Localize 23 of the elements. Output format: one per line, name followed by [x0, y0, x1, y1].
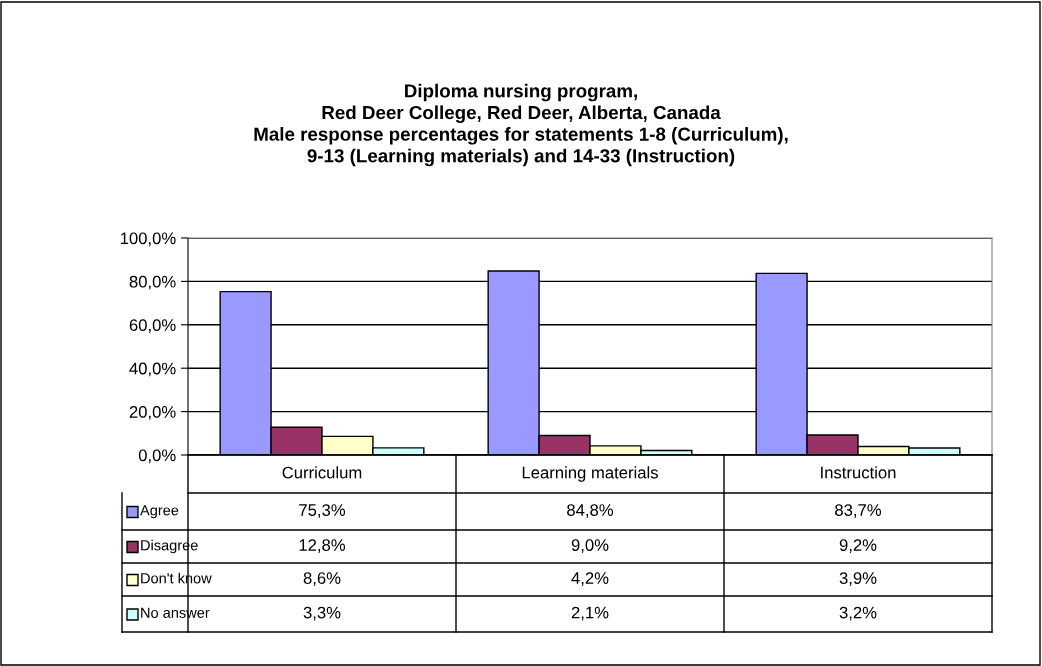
y-tick-label: 40,0%	[129, 362, 176, 377]
data-label: 8,6%	[303, 572, 341, 586]
data-label: 3,2%	[839, 606, 877, 621]
data-label: 2,1%	[571, 606, 609, 621]
chart-title: Diploma nursing program, Red Deer College, Red Deer, Alberta, Canada Male response percentages for statements 1-8 (Curriculum), 9-13 (Learning materials) and 14-33 (Instruction)	[254, 83, 788, 167]
data-label: 12,8%	[299, 539, 346, 553]
data-label: 3,3%	[303, 606, 341, 621]
x-tick-label: Learning materials	[522, 466, 658, 482]
legend-label: Agree	[140, 505, 179, 519]
data-label: 75,3%	[299, 504, 346, 518]
y-tick-label: 80,0%	[129, 275, 176, 290]
x-tick-label: Curriculum	[282, 466, 362, 479]
data-label: 3,9%	[839, 572, 877, 586]
x-tick-label: Instruction	[821, 466, 896, 479]
data-label: 9,2%	[839, 539, 877, 553]
data-label: 83,7%	[835, 504, 882, 518]
data-label: 9,0%	[571, 539, 609, 553]
data-label: 4,2%	[571, 572, 609, 586]
y-tick-label: 20,0%	[129, 406, 176, 420]
data-label: 84,8%	[567, 504, 614, 518]
y-tick-label: 60,0%	[129, 319, 176, 333]
y-tick-label: 0,0%	[138, 449, 176, 464]
y-tick-label: 100,0%	[120, 232, 176, 247]
